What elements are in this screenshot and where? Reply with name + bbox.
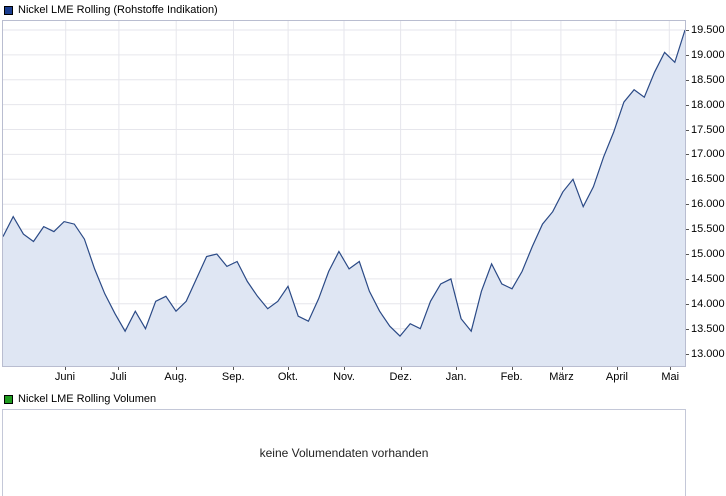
- y-axis-label: 19.000: [691, 48, 725, 61]
- y-axis-tick: [686, 129, 689, 131]
- x-axis-label: Okt.: [277, 371, 298, 383]
- x-axis-label: Juni: [54, 371, 76, 383]
- y-axis-label: 17.500: [691, 123, 725, 136]
- y-axis-tick: [686, 79, 689, 81]
- x-axis-tick: [344, 367, 345, 370]
- y-axis-label: 17.000: [691, 148, 725, 161]
- price-x-axis: Juni Juli Aug. Sep. Okt. Nov. Dez. Jan. Feb. März…: [2, 367, 686, 389]
- x-axis-tick: [670, 367, 672, 370]
- price-y-axis: 19.500 19.000 18.500 18.000 17.500 17.000 16.5…: [686, 20, 725, 367]
- x-axis-label: März: [549, 371, 574, 383]
- y-axis-tick: [686, 154, 689, 156]
- x-axis-tick: [456, 367, 458, 370]
- x-axis-label: Juli: [110, 371, 127, 383]
- price-plot-area: [2, 20, 686, 367]
- x-axis-label: Nov.: [333, 371, 355, 383]
- y-axis-label: 16.000: [691, 198, 725, 211]
- y-axis-label: 13.500: [691, 322, 725, 335]
- y-axis-label: 15.000: [691, 247, 725, 260]
- x-axis-tick: [561, 367, 563, 370]
- volume-legend-swatch-icon: [4, 395, 13, 404]
- x-axis-tick: [64, 367, 66, 370]
- y-axis-label: 14.000: [691, 297, 725, 310]
- volume-empty-message: keine Volumendaten vorhanden: [259, 446, 429, 460]
- x-axis-tick: [511, 367, 513, 370]
- y-axis-label: 19.500: [691, 23, 725, 36]
- volume-legend-label: Nickel LME Rolling Volumen: [18, 393, 157, 405]
- price-chart-section: 19.500 19.000 18.500 18.000 17.500 17.000 16.5…: [0, 20, 726, 367]
- x-axis-label: Feb.: [500, 371, 523, 383]
- y-axis-tick: [686, 54, 689, 56]
- volume-plot-area: keine Volumendaten vorhanden: [2, 409, 686, 496]
- x-axis-label: Sep.: [221, 371, 245, 383]
- x-axis-tick: [118, 367, 120, 370]
- y-axis-label: 15.500: [691, 223, 725, 236]
- price-legend-label: Nickel LME Rolling (Rohstoffe Indikation…: [18, 4, 218, 16]
- y-axis-tick: [686, 204, 689, 206]
- y-axis-label: 18.500: [691, 73, 725, 86]
- y-axis-tick: [686, 303, 689, 305]
- price-legend-swatch-icon: [4, 6, 13, 15]
- y-axis-tick: [686, 353, 689, 355]
- y-axis-label: 18.000: [691, 98, 725, 111]
- y-axis-label: 16.500: [691, 173, 725, 186]
- x-axis-label: Jan.: [445, 371, 467, 383]
- y-axis-label: 14.500: [691, 272, 725, 285]
- x-axis-tick: [287, 367, 289, 370]
- x-axis-tick: [175, 367, 177, 370]
- y-axis-tick: [686, 104, 689, 106]
- x-axis-tick: [400, 367, 402, 370]
- y-axis-tick: [686, 229, 689, 231]
- x-axis-label: Dez.: [389, 371, 413, 383]
- x-axis-label: Aug.: [164, 371, 188, 383]
- y-axis-tick: [686, 278, 689, 280]
- y-axis-tick: [686, 29, 689, 31]
- x-axis-tick: [616, 367, 618, 370]
- y-axis-tick: [686, 253, 689, 255]
- y-axis-label: 13.000: [691, 347, 725, 360]
- x-axis-label: Mai: [661, 371, 680, 383]
- x-axis-tick: [233, 367, 235, 370]
- volume-legend: Nickel LME Rolling Volumen: [0, 389, 726, 407]
- y-axis-tick: [686, 328, 689, 330]
- y-axis-tick: [686, 179, 689, 181]
- x-axis-label: April: [605, 371, 628, 383]
- price-legend: Nickel LME Rolling (Rohstoffe Indikation…: [0, 0, 726, 18]
- price-chart-svg: [3, 21, 685, 366]
